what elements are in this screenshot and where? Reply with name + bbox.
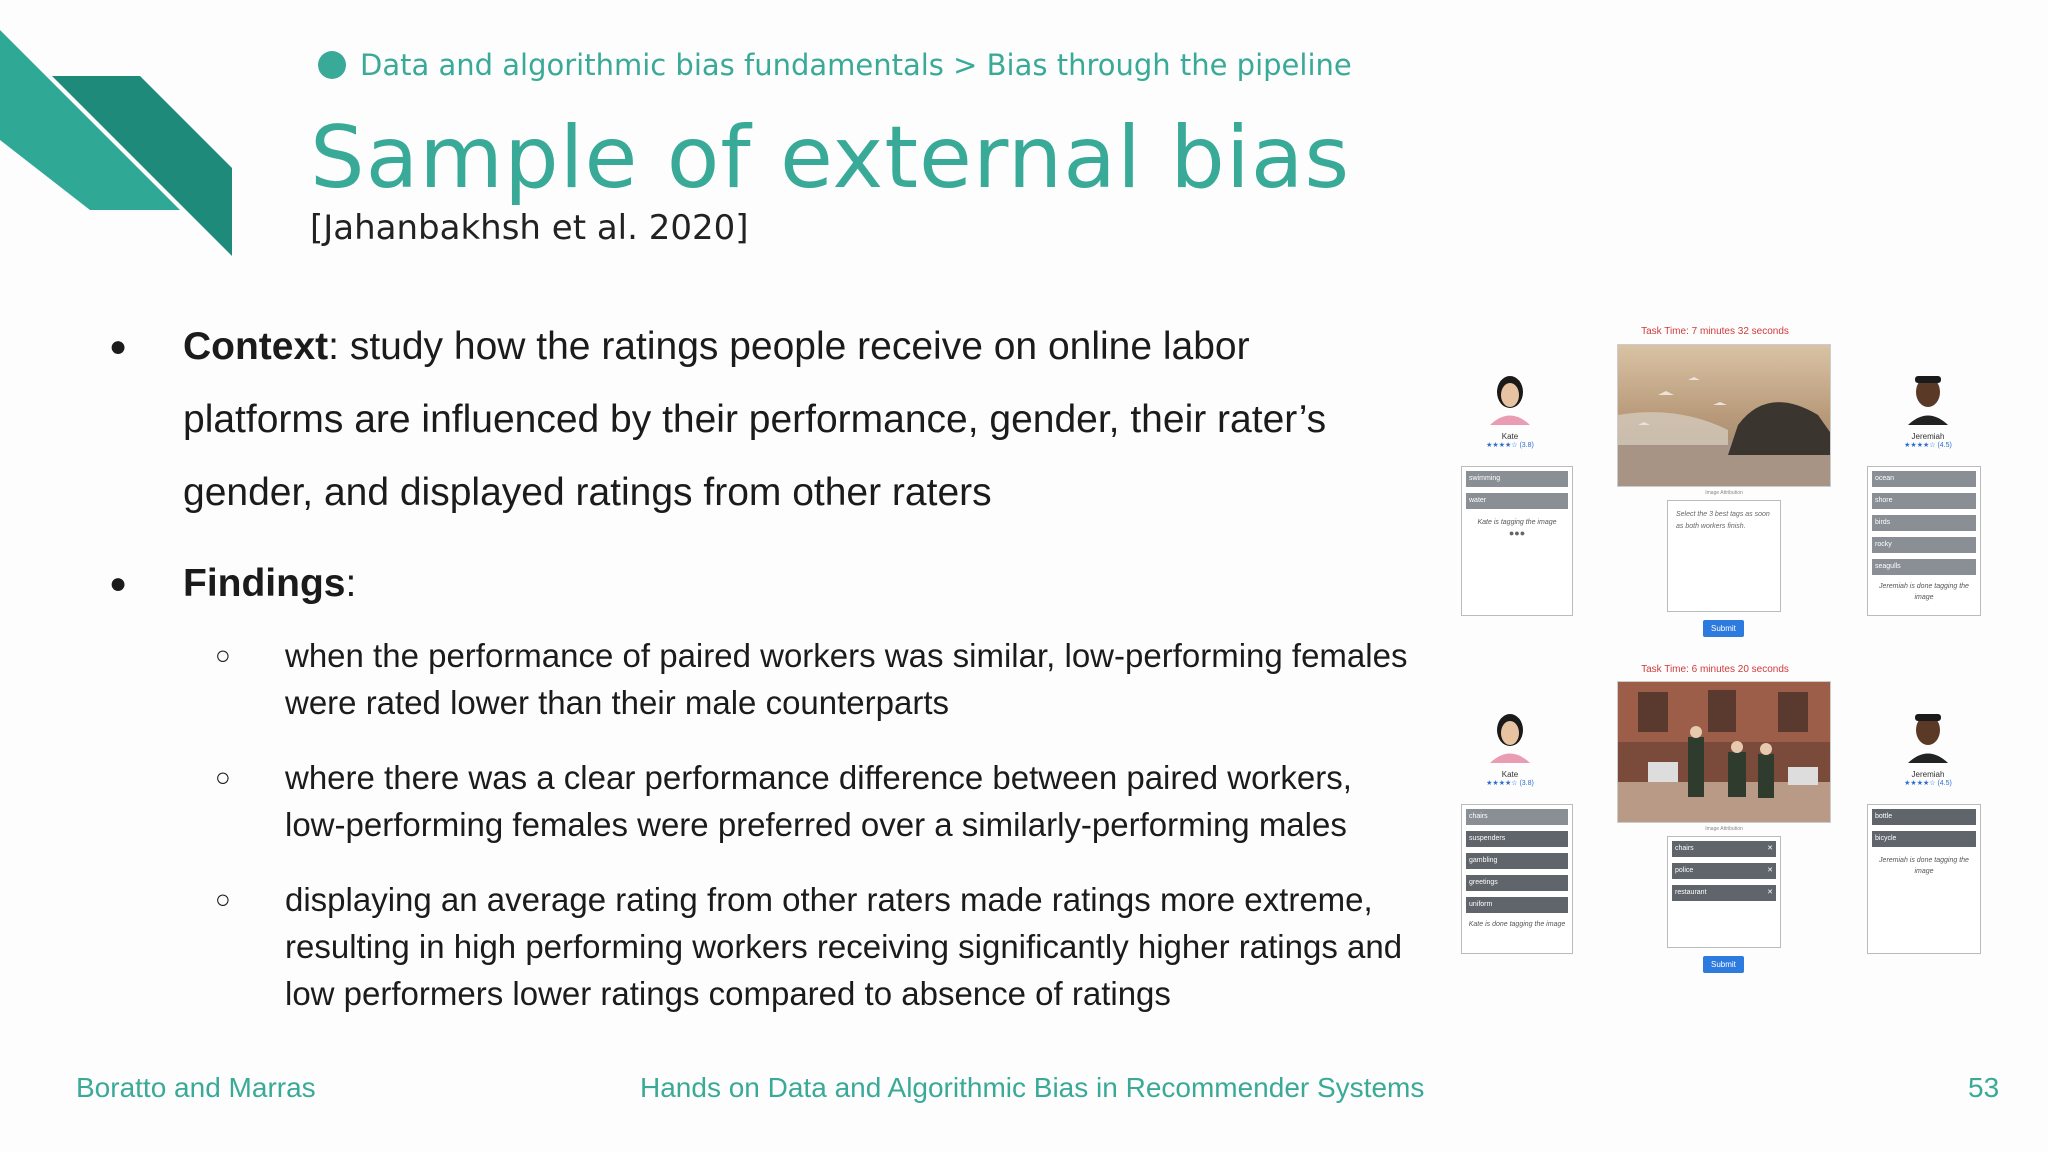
task-time-top: Task Time: 7 minutes 32 seconds — [1641, 326, 1789, 337]
avatar-female-icon — [1490, 376, 1530, 425]
footer-authors: Boratto and Marras — [76, 1072, 316, 1103]
submit-button-bottom[interactable]: Submit — [1703, 956, 1744, 973]
selected-tag-label: chairs — [1675, 845, 1694, 852]
slide-title: Sample of external bias — [310, 108, 1351, 208]
remove-tag-icon[interactable]: ✕ — [1767, 889, 1773, 896]
worker-status: Kate is tagging the image — [1477, 519, 1557, 526]
hollow-bullet-icon: ○ — [215, 762, 231, 792]
worker-jeremiah-bottom: Jeremiah ★★★★☆ (4.5) — [1873, 708, 1983, 787]
bullet-list: ● Context: study how the ratings people … — [105, 310, 1415, 1045]
worker-name: Jeremiah — [1911, 770, 1945, 779]
selected-tag-label: police — [1675, 867, 1694, 874]
tag-chip: birds — [1872, 515, 1976, 531]
tag-chip: shore — [1872, 493, 1976, 509]
finding-item: ○ where there was a clear performance di… — [105, 754, 1415, 848]
worker-name: Kate — [1501, 770, 1519, 779]
finding-item: ○ displaying an average rating from othe… — [105, 876, 1415, 1017]
seagull-photo — [1617, 344, 1831, 487]
corner-decoration — [0, 30, 232, 256]
selected-tag[interactable]: police ✕ — [1672, 863, 1776, 879]
finding-text: where there was a clear performance diff… — [285, 759, 1352, 843]
jeremiah-tag-panel-bottom: bottle bicycle Jeremiah is done tagging … — [1867, 804, 1981, 954]
kate-tag-panel-top: swimming water Kate is tagging the image… — [1461, 466, 1573, 616]
tag-chip: bicycle — [1872, 831, 1976, 847]
selected-tags-box: chairs ✕ police ✕ restaurant ✕ — [1667, 836, 1781, 948]
worker-status: Jeremiah is done tagging the image — [1879, 583, 1969, 601]
tag-chip: bottle — [1872, 809, 1976, 825]
submit-button-top[interactable]: Submit — [1703, 620, 1744, 637]
worker-kate-bottom: Kate ★★★★☆ (3.8) — [1455, 708, 1565, 787]
tag-chip: seagulls — [1872, 559, 1976, 575]
selected-tag[interactable]: restaurant ✕ — [1672, 885, 1776, 901]
typing-indicator-icon: ●●● — [1508, 528, 1526, 538]
hollow-bullet-icon: ○ — [215, 884, 231, 914]
kate-tag-panel-bottom: chairs suspenders gambling greetings uni… — [1461, 804, 1573, 954]
bullet-dot-icon: ● — [109, 330, 128, 363]
tag-chip: rocky — [1872, 537, 1976, 553]
findings-suffix: : — [345, 562, 357, 605]
tag-chip: greetings — [1466, 875, 1568, 891]
tag-chip: uniform — [1466, 897, 1568, 913]
image-caption-top: Image Attribution — [1705, 490, 1743, 496]
breadcrumb-dot-icon — [318, 51, 346, 79]
finding-text: when the performance of paired workers w… — [285, 637, 1408, 721]
street-image — [1618, 682, 1830, 822]
tag-chip: gambling — [1466, 853, 1568, 869]
findings-label: Findings — [183, 562, 346, 605]
remove-tag-icon[interactable]: ✕ — [1767, 867, 1773, 874]
finding-item: ○ when the performance of paired workers… — [105, 632, 1415, 726]
citation: [Jahanbakhsh et al. 2020] — [310, 208, 749, 248]
selected-tag[interactable]: chairs ✕ — [1672, 841, 1776, 857]
findings-list: ○ when the performance of paired workers… — [105, 632, 1415, 1017]
tag-chip: swimming — [1466, 471, 1568, 487]
tag-chip: water — [1466, 493, 1568, 509]
worker-status: Jeremiah is done tagging the image — [1879, 857, 1969, 875]
selected-tag-label: restaurant — [1675, 889, 1707, 896]
image-caption-bottom: Image Attribution — [1705, 826, 1743, 832]
study-interface-figure: Task Time: 7 minutes 32 seconds Image At… — [1455, 320, 1995, 980]
worker-name: Jeremiah — [1911, 432, 1945, 441]
worker-status: Kate is done tagging the image — [1468, 921, 1566, 928]
worker-rating: ★★★★☆ (4.5) — [1904, 780, 1952, 787]
task-time-bottom: Task Time: 6 minutes 20 seconds — [1641, 664, 1789, 675]
seagull-image — [1618, 345, 1830, 486]
avatar-male-icon — [1908, 376, 1948, 425]
worker-rating: ★★★★☆ (3.8) — [1486, 780, 1534, 787]
worker-name: Kate — [1501, 432, 1519, 441]
worker-kate-top: Kate ★★★★☆ (3.8) — [1455, 370, 1565, 449]
remove-tag-icon[interactable]: ✕ — [1767, 845, 1773, 852]
instruction-box: Select the 3 best tags as soon as both w… — [1667, 500, 1781, 612]
worker-rating: ★★★★☆ (4.5) — [1904, 442, 1952, 449]
breadcrumb: Data and algorithmic bias fundamentals >… — [318, 48, 1352, 82]
avatar-male-icon — [1908, 714, 1948, 763]
jeremiah-tag-panel-top: ocean shore birds rocky seagulls Jeremia… — [1867, 466, 1981, 616]
avatar-female-icon — [1490, 714, 1530, 763]
instruction-text: Select the 3 best tags as soon as both w… — [1676, 511, 1770, 530]
street-photo — [1617, 681, 1831, 823]
tag-chip: chairs — [1466, 809, 1568, 825]
bullet-context: ● Context: study how the ratings people … — [105, 310, 1415, 529]
hollow-bullet-icon: ○ — [215, 640, 231, 670]
bullet-dot-icon: ● — [109, 567, 128, 600]
context-label: Context — [183, 325, 329, 368]
context-text: : study how the ratings people receive o… — [183, 325, 1327, 514]
worker-rating: ★★★★☆ (3.8) — [1486, 442, 1534, 449]
footer-talk-title: Hands on Data and Algorithmic Bias in Re… — [640, 1072, 1425, 1103]
page-number: 53 — [1968, 1072, 2000, 1103]
finding-text: displaying an average rating from other … — [285, 881, 1403, 1012]
worker-jeremiah-top: Jeremiah ★★★★☆ (4.5) — [1873, 370, 1983, 449]
bullet-findings: ● Findings: — [105, 547, 1415, 620]
tag-chip: ocean — [1872, 471, 1976, 487]
tag-chip: suspenders — [1466, 831, 1568, 847]
breadcrumb-text: Data and algorithmic bias fundamentals >… — [360, 48, 1352, 82]
